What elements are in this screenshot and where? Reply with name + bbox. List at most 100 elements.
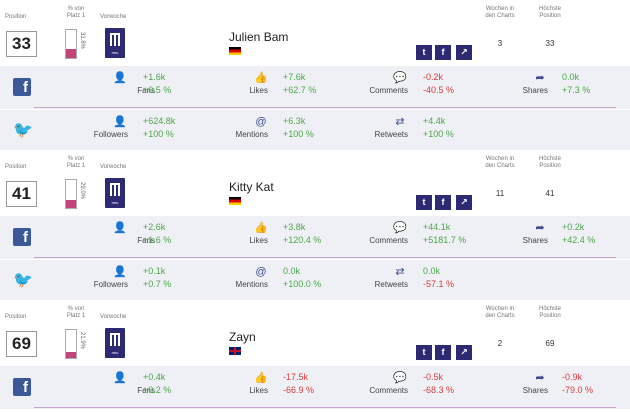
- column-label-weeks: Wochen in den Charts: [485, 156, 515, 169]
- add-user-icon: 👤: [113, 116, 127, 128]
- thumbs-up-icon: 👍: [254, 72, 268, 84]
- new-entry-label: neu: [111, 350, 119, 355]
- percent-of-first-bar: [65, 29, 77, 59]
- metric-rel-mentions: +100.0 %: [283, 279, 322, 289]
- metric-rel-shares: +7.3 %: [562, 85, 591, 95]
- twitter-icon: 🐦: [13, 272, 33, 289]
- new-entry-icon: [110, 333, 120, 346]
- column-label-position: Position: [5, 14, 27, 20]
- chart-link-button[interactable]: ↗: [456, 345, 472, 360]
- twitter-icon: 🐦: [13, 122, 33, 139]
- metric-label-comments: Comments: [369, 236, 408, 245]
- weeks-in-charts-value: 2: [497, 339, 503, 348]
- best-position-value: 41: [545, 189, 555, 198]
- column-label-percent: % von Platz 1: [66, 306, 86, 319]
- retweet-icon: ⇄: [395, 116, 405, 128]
- metric-abs-retweets: 0.0k: [423, 266, 441, 276]
- row-divider: [34, 257, 616, 258]
- add-user-icon: 👤: [113, 266, 127, 278]
- metric-abs-followers: +624.8k: [143, 116, 176, 126]
- chart-link-button[interactable]: ↗: [456, 195, 472, 210]
- speech-bubble-icon: 💬: [393, 72, 407, 84]
- metric-label-fans: Fans: [137, 386, 155, 395]
- position-badge: 41: [6, 181, 37, 207]
- column-label-previous-week: Vorwoche: [100, 164, 127, 170]
- metric-label-likes: Likes: [249, 236, 268, 245]
- metric-abs-shares: -0.9k: [562, 372, 583, 382]
- metric-label-likes: Likes: [249, 386, 268, 395]
- metric-label-comments: Comments: [369, 386, 408, 395]
- column-label-previous-week: Vorwoche: [100, 14, 127, 20]
- percent-of-first-bar: [65, 179, 77, 209]
- share-arrow-icon: ➦: [535, 372, 545, 384]
- new-entry-label: neu: [111, 200, 119, 205]
- column-label-weeks: Wochen in den Charts: [485, 6, 515, 19]
- metric-label-comments: Comments: [369, 86, 408, 95]
- facebook-icon: f: [13, 78, 31, 96]
- metric-abs-likes: +3.8k: [283, 222, 306, 232]
- metric-abs-retweets: +4.4k: [423, 116, 446, 126]
- metric-rel-comments: -68.3 %: [423, 385, 455, 395]
- weeks-in-charts-value: 3: [497, 39, 503, 48]
- percent-bar-fill: [66, 199, 76, 208]
- twitter-link-button[interactable]: t: [416, 45, 432, 60]
- column-label-position: Position: [5, 314, 27, 320]
- metric-abs-comments: -0.2k: [423, 72, 444, 82]
- column-label-weeks: Wochen in den Charts: [485, 306, 515, 319]
- metric-rel-comments: -40.5 %: [423, 85, 455, 95]
- artist-name[interactable]: Kitty Kat: [229, 180, 274, 194]
- metric-label-mentions: Mentions: [235, 130, 268, 139]
- speech-bubble-icon: 💬: [393, 372, 407, 384]
- metric-rel-likes: -66.9 %: [283, 385, 315, 395]
- metric-rel-comments: +5181.7 %: [423, 235, 467, 245]
- country-flag-icon: [229, 197, 241, 205]
- best-position-value: 69: [545, 339, 555, 348]
- metric-label-fans: Fans: [137, 236, 155, 245]
- metric-label-retweets: Retweets: [374, 280, 408, 289]
- twitter-link-button[interactable]: t: [416, 195, 432, 210]
- metric-abs-followers: +0.1k: [143, 266, 166, 276]
- percent-label: 21.9%: [79, 332, 85, 350]
- add-user-icon: 👤: [113, 372, 127, 384]
- metric-label-shares: Shares: [522, 86, 548, 95]
- column-label-percent: % von Platz 1: [66, 156, 86, 169]
- artist-name[interactable]: Julien Bam: [229, 30, 289, 44]
- metric-abs-fans: +0.4k: [143, 372, 166, 382]
- facebook-icon: f: [13, 228, 31, 246]
- best-position-value: 33: [545, 39, 555, 48]
- new-entry-label: neu: [111, 50, 119, 55]
- twitter-link-button[interactable]: t: [416, 345, 432, 360]
- artist-name[interactable]: Zayn: [229, 330, 256, 344]
- percent-label: 29.0%: [79, 182, 85, 200]
- facebook-link-button[interactable]: f: [435, 195, 451, 210]
- column-label-best: Höchste Position: [538, 6, 561, 19]
- metric-abs-fans: +1.6k: [143, 72, 166, 82]
- thumbs-up-icon: 👍: [254, 222, 268, 234]
- metric-abs-likes: +7.6k: [283, 72, 306, 82]
- facebook-link-button[interactable]: f: [435, 345, 451, 360]
- country-flag-icon: [229, 47, 241, 55]
- facebook-icon: f: [13, 378, 31, 396]
- metric-rel-followers: +100 %: [143, 129, 174, 139]
- metric-rel-likes: +62.7 %: [283, 85, 317, 95]
- metric-abs-shares: 0.0k: [562, 72, 580, 82]
- metric-label-shares: Shares: [522, 236, 548, 245]
- metric-label-shares: Shares: [522, 386, 548, 395]
- percent-label: 31.8%: [79, 32, 85, 50]
- facebook-stats-row: [0, 66, 630, 109]
- metric-abs-mentions: 0.0k: [283, 266, 301, 276]
- metric-rel-shares: -79.0 %: [562, 385, 594, 395]
- metric-rel-retweets: -57.1 %: [423, 279, 455, 289]
- chart-link-button[interactable]: ↗: [456, 45, 472, 60]
- facebook-link-button[interactable]: f: [435, 45, 451, 60]
- row-divider: [34, 407, 616, 408]
- twitter-stats-row: [0, 260, 630, 303]
- position-badge: 69: [6, 331, 37, 357]
- previous-week-new-badge: neu: [105, 28, 125, 58]
- metric-label-followers: Followers: [93, 280, 128, 289]
- new-entry-icon: [110, 183, 120, 196]
- metric-abs-mentions: +6.3k: [283, 116, 306, 126]
- metric-abs-comments: -0.5k: [423, 372, 444, 382]
- metric-rel-fans: +0.5 %: [143, 85, 172, 95]
- twitter-stats-row: [0, 110, 630, 153]
